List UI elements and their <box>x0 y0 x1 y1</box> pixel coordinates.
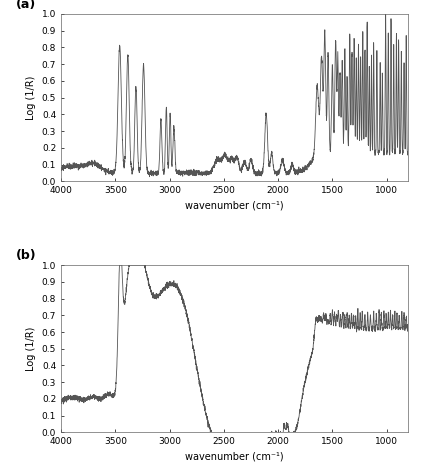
Text: (a): (a) <box>16 0 36 11</box>
Y-axis label: Log (1/R): Log (1/R) <box>26 75 36 120</box>
Text: (b): (b) <box>16 249 37 262</box>
X-axis label: wavenumber (cm⁻¹): wavenumber (cm⁻¹) <box>185 201 284 211</box>
X-axis label: wavenumber (cm⁻¹): wavenumber (cm⁻¹) <box>185 452 284 462</box>
Y-axis label: Log (1/R): Log (1/R) <box>26 326 36 371</box>
